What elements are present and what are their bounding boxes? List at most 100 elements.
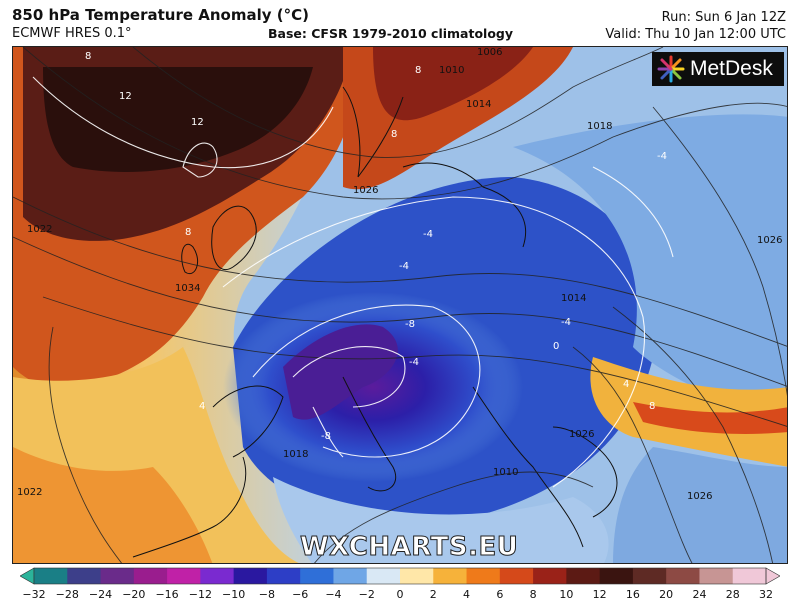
colorbar-tick-label: 12 bbox=[592, 588, 607, 601]
isobar-label: 1034 bbox=[175, 283, 200, 294]
anomaly-label: 8 bbox=[391, 129, 397, 140]
colorbar-tick-label: −24 bbox=[88, 588, 113, 601]
chart-title: 850 hPa Temperature Anomaly (°C) bbox=[12, 6, 309, 24]
colorbar-tick-label: −10 bbox=[222, 588, 246, 601]
cold-anomaly-max bbox=[283, 324, 398, 420]
isobar-label: 1010 bbox=[493, 467, 518, 478]
colorbar-tick-label: −6 bbox=[292, 588, 309, 601]
anomaly-contours bbox=[32, 76, 674, 488]
anomaly-label: -4 bbox=[409, 357, 419, 368]
colorbar-segment bbox=[599, 568, 634, 584]
colorbar-segment bbox=[466, 568, 501, 584]
colorbar-segment bbox=[100, 568, 135, 584]
isobar-label: 1026 bbox=[353, 185, 378, 196]
isobar-label-group: 1006 1010 1014 1018 1022 1026 1034 1014 … bbox=[17, 47, 782, 502]
colorbar-tick-label: 24 bbox=[692, 588, 707, 601]
anomaly-label: 8 bbox=[415, 65, 421, 76]
scandinavia-warm-core bbox=[373, 47, 533, 121]
colorbar-segment bbox=[333, 568, 368, 584]
anomaly-label-group: 8 12 12 8 8 8 4 -4 -4 -4 -8 -8 -4 4 8 -4… bbox=[85, 51, 667, 442]
anomaly-label: 12 bbox=[119, 91, 132, 102]
isobar-label: 1026 bbox=[687, 491, 712, 502]
colorbar-tick-label: −20 bbox=[122, 588, 146, 601]
colorbar: −32 −28 −24 −20 −16 −12 −10 −8 −6 −4 −2 0 2 4 6 8 10 12 16… bbox=[19, 565, 781, 610]
colorbar-tick-label: −12 bbox=[188, 588, 212, 601]
colorbar-segment bbox=[732, 568, 767, 584]
isobar-label: 1018 bbox=[587, 121, 612, 132]
iberia-warm bbox=[13, 447, 213, 563]
colorbar-tick-label: −4 bbox=[325, 588, 342, 601]
metdesk-logo: MetDesk bbox=[652, 52, 784, 86]
colorbar-tick-label: −32 bbox=[22, 588, 46, 601]
colorbar-tick-label: 16 bbox=[625, 588, 640, 601]
anomaly-label: -4 bbox=[423, 229, 433, 240]
coastlines bbox=[132, 86, 618, 558]
isobar-label: 1014 bbox=[466, 99, 491, 110]
colorbar-max-arrow bbox=[765, 567, 781, 585]
colorbar-tick-label: −8 bbox=[258, 588, 276, 601]
anomaly-map: 1006 1010 1014 1018 1022 1026 1034 1014 … bbox=[12, 46, 788, 564]
isobar-label: 1022 bbox=[27, 224, 52, 235]
isobar-label: 1010 bbox=[439, 65, 464, 76]
colorbar-segment bbox=[699, 568, 734, 584]
anomaly-label: -4 bbox=[399, 261, 409, 272]
mediterranean-cool bbox=[273, 477, 609, 563]
anomaly-label: 8 bbox=[185, 227, 191, 238]
colorbar-tick-label: 6 bbox=[496, 588, 504, 601]
colorbar-ticks: −32 −28 −24 −20 −16 −12 −10 −8 −6 −4 −2 0 2 4 6 8 10 12 16… bbox=[20, 588, 780, 606]
warm-anomaly-max bbox=[43, 67, 313, 172]
isobars bbox=[13, 47, 787, 563]
colorbar-segment bbox=[233, 568, 268, 584]
colorbar-tick-label: 8 bbox=[529, 588, 537, 601]
colorbar-segment bbox=[67, 568, 102, 584]
colorbar-tick-label: 32 bbox=[759, 588, 773, 601]
colorbar-tick-label: 2 bbox=[429, 588, 437, 601]
wxcharts-watermark: WXCHARTS.EU bbox=[299, 532, 519, 563]
colorbar-tick-label: −2 bbox=[358, 588, 375, 601]
colorbar-segment bbox=[200, 568, 235, 584]
anomaly-label: 8 bbox=[85, 51, 91, 62]
anomaly-label: 0 bbox=[553, 341, 559, 352]
anomaly-label: -8 bbox=[321, 431, 331, 442]
anomaly-label: 12 bbox=[191, 117, 204, 128]
colorbar-tick-label: 28 bbox=[725, 588, 740, 601]
isobar-label: 1026 bbox=[569, 429, 594, 440]
metdesk-logo-icon bbox=[657, 55, 685, 83]
turkey-warm-core bbox=[633, 402, 787, 434]
valid-time-label: Valid: Thu 10 Jan 12:00 UTC bbox=[605, 27, 786, 42]
colorbar-segment bbox=[300, 568, 334, 584]
anomaly-label: -4 bbox=[561, 317, 571, 328]
eastern-cool-region bbox=[513, 114, 787, 427]
colorbar-tick-label: −28 bbox=[55, 588, 79, 601]
anomaly-label: -8 bbox=[405, 319, 415, 330]
isobar-label: 1018 bbox=[283, 449, 308, 460]
isobar-label: 1006 bbox=[477, 47, 502, 58]
colorbar-segment bbox=[499, 568, 534, 584]
colorbar-segment bbox=[400, 568, 434, 584]
colorbar-segment bbox=[533, 568, 567, 584]
colorbar-segment bbox=[34, 568, 68, 584]
colorbar-tick-label: −16 bbox=[155, 588, 179, 601]
chart-header: 850 hPa Temperature Anomaly (°C) ECMWF H… bbox=[0, 0, 800, 46]
climatology-base-label: Base: CFSR 1979-2010 climatology bbox=[268, 26, 514, 41]
anomaly-label: 4 bbox=[199, 401, 205, 412]
colorbar-segment bbox=[632, 568, 667, 584]
colorbar-border bbox=[33, 567, 767, 585]
anomaly-label: 4 bbox=[623, 379, 629, 390]
run-time-label: Run: Sun 6 Jan 12Z bbox=[661, 10, 786, 25]
colorbar-tick-label: 4 bbox=[463, 588, 471, 601]
isobar-label: 1026 bbox=[757, 235, 782, 246]
isobar-label: 1014 bbox=[561, 293, 586, 304]
anomaly-label: -4 bbox=[657, 151, 667, 162]
anomaly-label: 8 bbox=[649, 401, 655, 412]
colorbar-min-arrow bbox=[19, 567, 35, 585]
colorbar-tick-label: 10 bbox=[559, 588, 574, 601]
map-canvas: 1006 1010 1014 1018 1022 1026 1034 1014 … bbox=[13, 47, 787, 563]
isobar-label: 1022 bbox=[17, 487, 42, 498]
colorbar-segment bbox=[133, 568, 168, 584]
colorbar-scale bbox=[19, 567, 781, 585]
colorbar-segment bbox=[167, 568, 201, 584]
colorbar-segment bbox=[433, 568, 468, 584]
colorbar-tick-label: 20 bbox=[659, 588, 674, 601]
metdesk-logo-text: MetDesk bbox=[690, 57, 773, 80]
